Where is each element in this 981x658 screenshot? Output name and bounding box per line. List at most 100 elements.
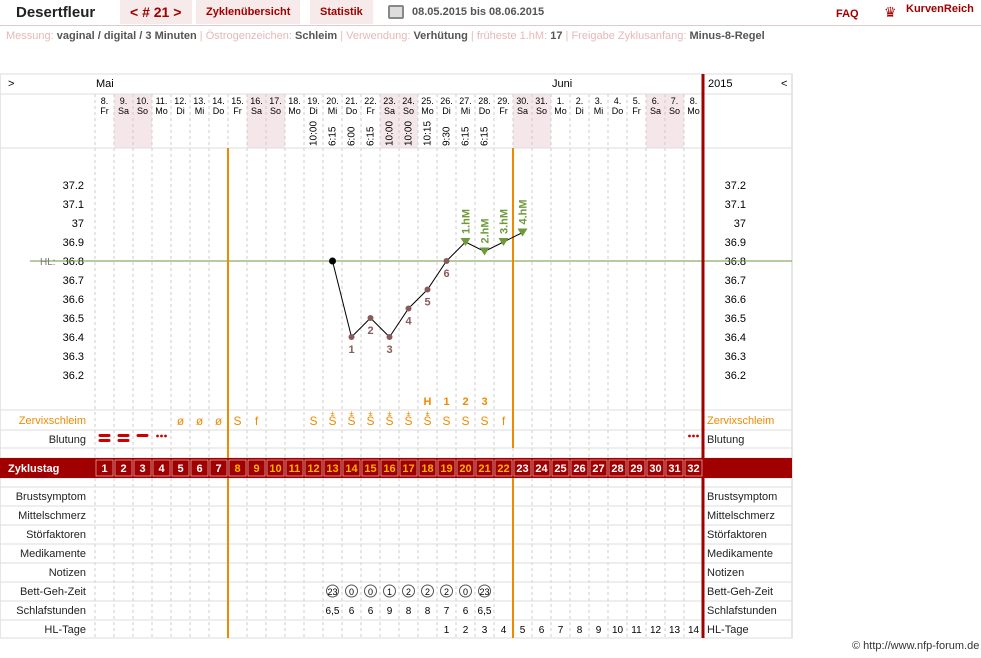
- zyklustag-number: 18: [421, 463, 433, 475]
- zervix-value: f: [255, 414, 259, 428]
- day-number: 4.: [614, 96, 622, 106]
- hl-tage-value: 10: [612, 625, 624, 636]
- hm-label: 3.hM: [499, 209, 511, 234]
- day-weekday: Mo: [421, 106, 434, 116]
- zyklustag-number: 15: [364, 463, 376, 475]
- zyklustag-cell: [399, 459, 418, 477]
- zyklustag-number: 3: [139, 463, 145, 475]
- zervix-plus: +: [425, 409, 430, 418]
- weekend-shade: [380, 94, 399, 148]
- zyklustag-number: 31: [668, 463, 680, 475]
- weekend-shade: [133, 94, 152, 148]
- temperature-point: [329, 257, 336, 265]
- y-tick-right: 36.2: [725, 370, 746, 382]
- bedtime-value: 1: [387, 587, 392, 597]
- day-number: 19.: [307, 96, 320, 106]
- logo[interactable]: KurvenReich: [906, 3, 974, 15]
- y-tick-left: 36.5: [63, 313, 84, 325]
- day-number: 20.: [326, 96, 339, 106]
- measure-time: 9:30: [442, 126, 453, 146]
- hm-value: 17: [550, 30, 563, 42]
- settings-bar: Messung: vaginal / digital / 3 Minuten |…: [6, 30, 765, 42]
- sleep-hours: 6,5: [326, 606, 340, 617]
- day-number: 17.: [269, 96, 282, 106]
- y-tick-right: 36.9: [725, 237, 746, 249]
- bedtime-value: 0: [368, 587, 373, 597]
- hm-triangle: [460, 238, 471, 246]
- year-label: 2015: [708, 78, 732, 90]
- day-number: 8.: [101, 96, 109, 106]
- day-number: 18.: [288, 96, 301, 106]
- month-label-june: Juni: [552, 78, 572, 90]
- zyklustag-cell: [532, 459, 551, 477]
- day-number: 7.: [671, 96, 679, 106]
- weekend-shade: [266, 94, 285, 148]
- hl-tage-value: 2: [463, 625, 469, 636]
- hm-label: 1.hM: [461, 209, 473, 234]
- hl-tage-value: 5: [520, 625, 526, 636]
- hm-label: früheste 1.hM:: [476, 30, 548, 42]
- day-number: 6.: [652, 96, 660, 106]
- hl-tage-value: 8: [577, 625, 583, 636]
- cycle-selector[interactable]: < # 21 >: [120, 0, 192, 24]
- zyklustag-number: 4: [158, 463, 165, 475]
- zervix-plus: +: [368, 409, 373, 418]
- day-weekday: Mi: [461, 106, 471, 116]
- tab-zyklenuebersicht[interactable]: Zyklenübersicht: [196, 0, 301, 24]
- faq-link[interactable]: FAQ: [836, 8, 859, 20]
- y-tick-right: 37.1: [725, 199, 746, 211]
- zyklustag-number: 17: [402, 463, 414, 475]
- point-label: 6: [443, 268, 449, 280]
- zervix-value: S̄: [385, 414, 393, 428]
- y-tick-left: 37.1: [63, 199, 84, 211]
- brust-label: Brustsymptom: [16, 491, 86, 503]
- y-tick-left: 36.2: [63, 370, 84, 382]
- zyklustag-cell: [247, 459, 266, 477]
- bleeding-strong: [98, 439, 111, 442]
- day-number: 31.: [535, 96, 548, 106]
- sleep-hours: 6: [349, 606, 355, 617]
- zyklustag-number: 21: [478, 463, 490, 475]
- weekend-shade: [399, 94, 418, 148]
- zyklustag-number: 25: [554, 463, 566, 475]
- weekend-shade: [513, 94, 532, 148]
- zervix-plus: +: [349, 409, 354, 418]
- zyklustag-cell: [323, 459, 342, 477]
- day-weekday: Sa: [251, 106, 262, 116]
- measure-time: 6:15: [461, 126, 472, 146]
- hl-tage-value: 6: [539, 625, 545, 636]
- freigabe-label: Freigabe Zyklusanfang:: [571, 30, 687, 42]
- zyklustag-cell: [380, 459, 399, 477]
- blutung-label-right: Blutung: [707, 434, 744, 446]
- day-weekday: Fr: [499, 106, 508, 116]
- bedtime-value: 2: [425, 587, 430, 597]
- messung-value: vaginal / digital / 3 Minuten: [56, 30, 197, 42]
- day-weekday: So: [536, 106, 547, 116]
- sleep-hours: 9: [387, 606, 393, 617]
- day-number: 2.: [576, 96, 584, 106]
- weekend-shade: [532, 94, 551, 148]
- zyklustag-cell: [304, 459, 323, 477]
- zyklustag-cell: [114, 459, 133, 477]
- zyklustag-label: Zyklustag: [8, 463, 59, 475]
- zervix-value: S̄: [347, 414, 355, 428]
- weekend-shade: [665, 94, 684, 148]
- zyklustag-cell: [209, 459, 228, 477]
- schlaf-label: Schlafstunden: [16, 605, 86, 617]
- bleeding-spotting: [156, 434, 159, 438]
- stoer-label: Störfaktoren: [26, 529, 86, 541]
- zervix-value: S: [442, 414, 450, 428]
- tab-statistik[interactable]: Statistik: [310, 0, 373, 24]
- freigabe-value: Minus-8-Regel: [689, 30, 765, 42]
- zervix-value: S: [461, 414, 469, 428]
- y-tick-left: 36.8: [63, 256, 84, 268]
- hl-tage-value: 13: [669, 625, 681, 636]
- verwendung-value: Verhütung: [413, 30, 468, 42]
- measure-time: 6:15: [328, 126, 339, 146]
- printer-icon[interactable]: [388, 5, 404, 19]
- temperature-point: [348, 334, 355, 340]
- zervix-value: S: [233, 414, 241, 428]
- day-number: 9.: [120, 96, 128, 106]
- zyklustag-number: 27: [592, 463, 604, 475]
- day-number: 23.: [383, 96, 396, 106]
